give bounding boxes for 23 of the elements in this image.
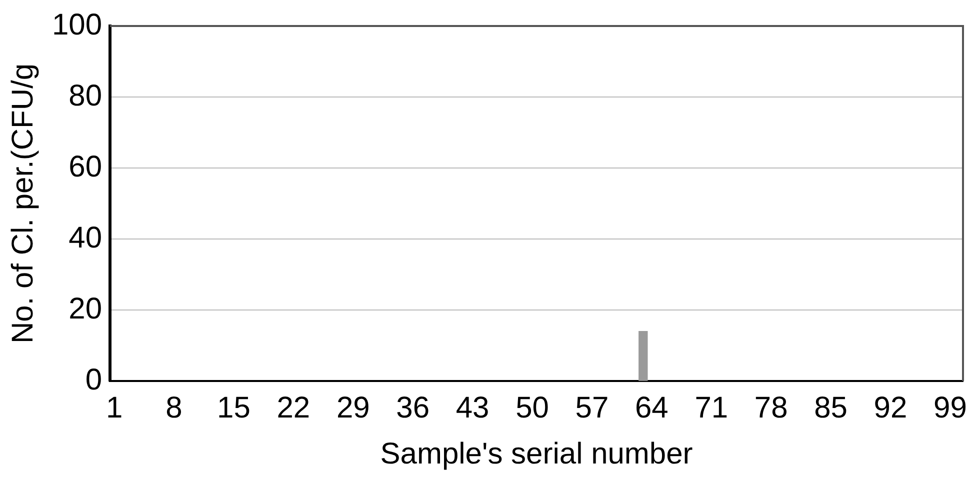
x-tick-label: 29 [336, 391, 370, 424]
x-tick-label: 8 [166, 391, 182, 424]
x-tick-label: 22 [276, 391, 310, 424]
y-tick-label: 0 [85, 363, 102, 396]
x-tick-label: 57 [575, 391, 609, 424]
x-tick-label: 36 [396, 391, 430, 424]
y-axis-title: No. of Cl. per.(CFU/g [6, 63, 40, 344]
x-tick-label: 50 [516, 391, 549, 424]
x-tick-label: 1 [106, 391, 123, 424]
x-tick-label: 15 [217, 391, 250, 424]
x-tick-label: 64 [634, 391, 668, 424]
y-tick-label: 80 [68, 79, 102, 112]
x-tick-label: 85 [814, 391, 848, 424]
x-tick-label: 78 [754, 391, 788, 424]
x-tick-label: 71 [694, 391, 728, 424]
x-axis-title: Sample's serial number [380, 437, 693, 470]
x-tick-label: 92 [874, 391, 908, 424]
x-tick-label: 99 [934, 391, 967, 424]
x-tick-label: 43 [456, 391, 490, 424]
y-tick-label: 100 [52, 8, 102, 42]
y-tick-label: 40 [68, 221, 102, 254]
y-tick-label: 60 [68, 150, 102, 184]
y-tick-label: 20 [68, 292, 102, 326]
